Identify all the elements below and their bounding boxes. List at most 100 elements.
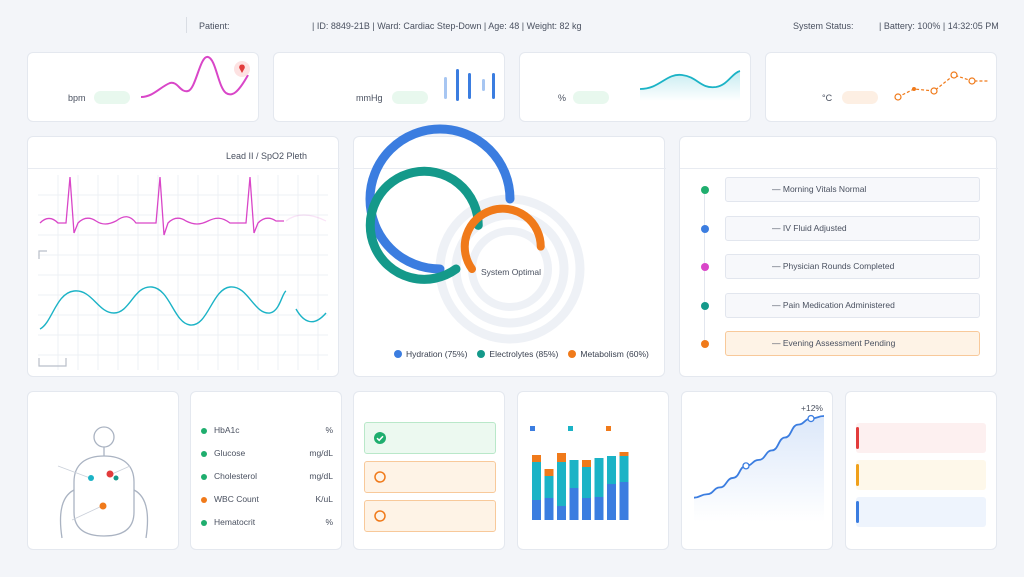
patient-info: | ID: 8849-21B | Ward: Cardiac Step-Down… <box>312 21 582 31</box>
temperature-trend <box>894 71 988 101</box>
trend-point[interactable] <box>807 414 815 423</box>
tasks-card[interactable] <box>353 391 505 550</box>
alert-item[interactable] <box>856 423 986 453</box>
body-marker-cyan <box>88 475 94 481</box>
bar-segment <box>607 456 616 484</box>
timeline-dot <box>701 263 709 271</box>
timeline-event[interactable]: — Physician Rounds Completed <box>725 254 980 279</box>
body-marker-orange <box>99 502 107 510</box>
lab-unit: mg/dL <box>309 448 333 458</box>
bar-segment <box>532 462 541 500</box>
trend-area <box>694 416 824 522</box>
bar-segment <box>532 455 541 462</box>
stacked-bar-card[interactable] <box>517 391 669 550</box>
blood-pressure-card[interactable]: mmHg <box>273 52 505 122</box>
body-map-card[interactable] <box>27 391 179 550</box>
lab-unit: % <box>325 517 333 527</box>
scale-corner-marker <box>38 250 47 259</box>
ecg-panel-title: Lead II / SpO2 Pleth <box>226 151 308 161</box>
header-divider <box>186 17 187 33</box>
bar-segment <box>544 476 554 498</box>
lab-status-dot <box>201 428 207 434</box>
spo2-unit: % <box>558 93 567 103</box>
bar-legend-swatch <box>606 426 611 431</box>
bar-segment <box>569 460 579 488</box>
trend-area-chart: +12% <box>693 403 825 522</box>
ecg-panel[interactable]: Lead II / SpO2 Pleth <box>27 136 340 377</box>
timeline-dot <box>701 301 709 310</box>
trend-card[interactable]: +12% <box>681 391 833 550</box>
timeline-divider <box>680 168 998 169</box>
body-marker-red <box>106 470 114 478</box>
lab-status-dot <box>201 520 207 526</box>
heart-rate-card[interactable]: bpm <box>27 52 259 122</box>
bar-segment <box>569 488 579 520</box>
heart-rate-sparkline <box>140 56 249 98</box>
temperature-value-pill <box>842 91 878 104</box>
bar-legend-swatch <box>568 426 573 431</box>
circle-icon <box>374 471 386 483</box>
bar-segment <box>582 498 591 520</box>
blood-pressure-unit: mmHg <box>356 93 383 103</box>
task-item-pending[interactable] <box>364 500 496 532</box>
bar-segment <box>619 482 629 520</box>
bar-segment <box>594 458 604 497</box>
lab-unit: mg/dL <box>309 471 333 481</box>
spo2-sparkline <box>639 70 741 101</box>
legend-dot <box>477 350 486 358</box>
location-pin-icon <box>234 61 250 77</box>
stacked-bar-chart <box>530 426 629 520</box>
system-rings-panel[interactable]: System Optimal Hydration (75%) Electrolyt… <box>353 124 666 377</box>
bar-segment <box>557 462 566 506</box>
timeline-event[interactable]: — Pain Medication Administered <box>725 292 980 318</box>
lab-unit: K/uL <box>315 494 334 504</box>
timeline-event[interactable]: — Evening Assessment Pending <box>725 331 980 356</box>
alert-item[interactable] <box>856 497 986 527</box>
legend-label: Electrolytes (85%) <box>489 349 559 359</box>
bar-legend-swatch <box>530 426 535 431</box>
timeline-panel[interactable]: — Morning Vitals Normal — IV Fluid Adjust… <box>679 136 998 377</box>
blood-pressure-bars <box>444 69 495 101</box>
ring-electrolytes <box>365 166 483 284</box>
temperature-card[interactable]: °C <box>765 52 997 122</box>
heart-rate-unit: bpm <box>68 93 86 103</box>
body-marker-teal <box>113 475 119 481</box>
trend-annotation: +12% <box>801 403 823 413</box>
timeline-event[interactable]: — IV Fluid Adjusted <box>725 215 980 241</box>
bar-segment <box>582 460 591 467</box>
alert-severity-bar <box>856 464 859 486</box>
bar-segment <box>532 500 541 520</box>
lab-name: Cholesterol <box>214 471 257 481</box>
timeline-event[interactable]: — Morning Vitals Normal <box>725 177 980 202</box>
ecg-waveform <box>39 176 327 330</box>
task-item-pending[interactable] <box>364 461 496 493</box>
bar-segment <box>582 467 591 498</box>
bar-segment <box>619 452 629 456</box>
task-item-done[interactable] <box>364 422 496 454</box>
lab-unit: % <box>325 425 333 435</box>
patient-label: Patient: <box>199 21 230 31</box>
temperature-unit: °C <box>822 93 833 103</box>
lab-name: Hematocrit <box>214 517 256 527</box>
legend-label: Metabolism (60%) <box>580 349 649 359</box>
trend-point[interactable] <box>742 462 750 470</box>
legend-dot <box>394 350 402 358</box>
lab-status-dot <box>201 474 207 480</box>
bar-segment <box>557 506 566 520</box>
bar-segment <box>544 498 554 520</box>
top-bar: Patient: | ID: 8849-21B | Ward: Cardiac … <box>0 0 1024 50</box>
heart-rate-value-pill <box>94 91 130 104</box>
spo2-value-pill <box>573 91 609 104</box>
lab-name: Glucose <box>214 448 246 458</box>
alert-item[interactable] <box>856 460 986 490</box>
alert-severity-bar <box>856 427 859 449</box>
ring-metabolism <box>460 204 545 273</box>
rings-legend: Hydration (75%) Electrolytes (85%) Metabol… <box>394 349 654 359</box>
lab-status-dot <box>201 497 207 503</box>
labs-card[interactable]: HbA1c% Glucose mg/dL Cholesterol mg/dL WBC Co… <box>190 391 342 550</box>
timeline-dot <box>701 340 709 348</box>
rings-legend-item: Metabolism (60%) <box>568 349 649 359</box>
scale-bar-marker <box>38 358 67 367</box>
spo2-card[interactable]: % <box>519 52 751 122</box>
alerts-card[interactable] <box>845 391 997 550</box>
